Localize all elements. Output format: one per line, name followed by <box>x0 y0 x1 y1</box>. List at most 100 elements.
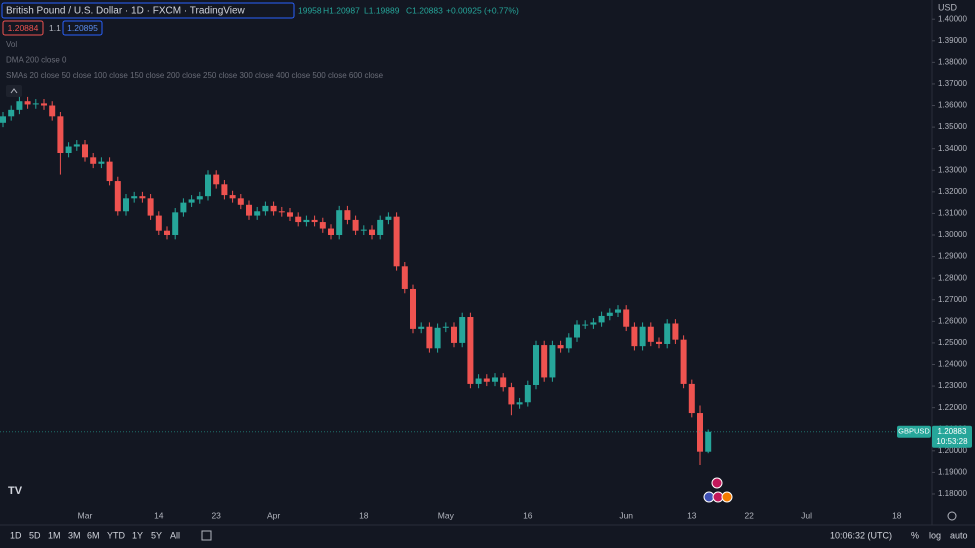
x-tick-label: 16 <box>523 510 533 520</box>
x-tick-label: May <box>438 510 455 520</box>
settings-icon[interactable] <box>947 511 957 521</box>
date-range-icon[interactable] <box>201 530 212 541</box>
y-tick-label: 1.37000 <box>938 79 967 88</box>
range-button[interactable]: 6M <box>87 530 100 540</box>
candle-body <box>656 341 662 344</box>
candle-body <box>590 322 597 325</box>
candle-body <box>303 219 310 223</box>
candle-body <box>516 402 523 405</box>
range-button[interactable]: 1M <box>48 530 61 540</box>
candle-body <box>492 377 498 382</box>
y-tick-label: 1.38000 <box>938 57 967 66</box>
candle-body <box>647 326 654 342</box>
bid-box[interactable] <box>2 20 44 36</box>
candle-body <box>82 144 88 158</box>
candle-body <box>164 230 170 236</box>
scale-option[interactable]: auto <box>950 530 968 540</box>
candle-body <box>319 222 326 229</box>
candle-body <box>680 339 687 384</box>
bid: 1.20884 <box>8 23 39 33</box>
candle-body <box>574 324 580 338</box>
candle-body <box>246 204 252 216</box>
candle-body <box>8 109 15 117</box>
event-icon[interactable] <box>711 477 723 489</box>
logo: TV <box>8 485 23 497</box>
x-tick-label: Apr <box>267 510 280 520</box>
candle-body <box>131 196 138 199</box>
candle-body <box>475 378 482 384</box>
y-tick-label: 1.36000 <box>938 101 967 110</box>
y-tick-label: 1.28000 <box>938 273 967 282</box>
collapse-button[interactable] <box>6 85 22 97</box>
candle-body <box>41 103 47 106</box>
candle-body <box>123 198 129 212</box>
candle-body <box>623 309 630 327</box>
candle-body <box>451 326 457 343</box>
y-tick-label: 1.40000 <box>938 14 967 23</box>
ohlc-value: +0.00925 (+0.77%) <box>446 5 519 15</box>
x-tick-label: 13 <box>687 510 697 520</box>
range-button[interactable]: YTD <box>107 530 126 540</box>
candle-body <box>606 312 613 316</box>
candle-body <box>434 327 441 349</box>
candle-body <box>213 174 220 185</box>
range-button[interactable]: All <box>170 530 180 540</box>
scale-option[interactable]: % <box>911 530 919 540</box>
currency[interactable]: USD <box>938 2 958 12</box>
candle-body <box>24 101 31 105</box>
y-tick-label: 1.22000 <box>938 403 967 412</box>
ohlc-value: 19958 <box>298 5 322 15</box>
y-tick-label: 1.35000 <box>938 122 967 131</box>
candle-body <box>565 337 572 349</box>
x-tick-label: Jul <box>801 510 812 520</box>
x-tick-label: Jun <box>619 510 633 520</box>
candle-body <box>410 288 416 329</box>
indicator-label[interactable]: SMAs 20 close 50 close 100 close 150 clo… <box>6 71 384 80</box>
candle-body <box>524 384 531 403</box>
symbol-title[interactable]: British Pound / U.S. Dollar · 1D · FXCM … <box>6 6 246 17</box>
indicator-label[interactable]: Vol <box>6 40 17 49</box>
candle-body <box>639 326 646 347</box>
candle-body <box>106 161 113 182</box>
y-tick-label: 1.39000 <box>938 36 967 45</box>
candle-body <box>114 181 121 212</box>
y-tick-label: 1.31000 <box>938 209 967 218</box>
y-tick-label: 1.33000 <box>938 165 967 174</box>
indicator-label[interactable]: DMA 200 close 0 <box>6 56 67 65</box>
candle-body <box>270 205 277 212</box>
candle-body <box>598 315 605 323</box>
candle-body <box>631 326 638 347</box>
range-button[interactable]: 5Y <box>151 530 162 540</box>
candle-body <box>188 199 195 203</box>
symbol-tag <box>897 425 931 438</box>
ohlc-value: C1.20883 <box>406 5 443 15</box>
ask-box[interactable] <box>62 20 103 36</box>
candle-body <box>393 216 400 267</box>
symbol-label: GBPUSD <box>898 427 930 436</box>
y-tick-label: 1.26000 <box>938 316 967 325</box>
range-button[interactable]: 3M <box>68 530 81 540</box>
y-tick-label: 1.25000 <box>938 338 967 347</box>
candle-body <box>98 161 105 164</box>
candle-body <box>442 326 449 328</box>
candle-body <box>147 198 154 216</box>
candle-body <box>483 378 490 382</box>
candle-body <box>401 266 408 289</box>
y-tick-label: 1.34000 <box>938 144 967 153</box>
spread: 1.1 <box>49 23 61 33</box>
candle-body <box>541 345 548 378</box>
event-icon[interactable] <box>721 491 733 503</box>
range-button[interactable]: 1D <box>10 530 22 540</box>
range-button[interactable]: 5D <box>29 530 41 540</box>
candle-body <box>672 323 679 340</box>
candle-body <box>426 326 433 349</box>
candle-body <box>237 198 244 205</box>
candle-body <box>459 317 466 343</box>
candle-body <box>582 324 589 326</box>
range-button[interactable]: 1Y <box>132 530 143 540</box>
candle-body <box>49 105 56 117</box>
scale-option[interactable]: log <box>929 530 941 540</box>
candle-body <box>352 219 359 231</box>
candle-body <box>295 216 302 223</box>
